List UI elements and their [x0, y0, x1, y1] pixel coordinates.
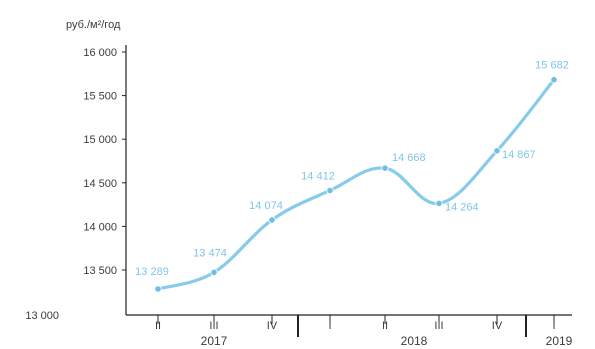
data-label: 14 264	[445, 201, 479, 213]
y-tick-label: 14 000	[83, 221, 117, 233]
y-tick-label: 14 500	[83, 178, 117, 190]
x-tick-label: I	[552, 320, 555, 332]
data-label: 14 412	[301, 170, 335, 182]
data-point	[268, 216, 276, 224]
data-label: 14 074	[249, 200, 283, 212]
x-tick-label: III	[434, 320, 443, 332]
data-label: 14 668	[392, 152, 426, 164]
y-ticks: 16 000 15 500 15 000 14 500 14 000 13 500 13 0…	[25, 47, 126, 322]
x-tick-label: IV	[492, 320, 503, 332]
y-tick-label: 15 000	[83, 134, 117, 146]
data-point	[154, 285, 162, 293]
x-tick-label: II	[155, 320, 161, 332]
x-group-label: 2018	[401, 334, 428, 348]
x-tick-label: II	[382, 320, 388, 332]
data-label: 13 289	[135, 266, 169, 278]
data-label: 14 867	[502, 149, 536, 161]
data-point	[326, 186, 334, 195]
data-label: 13 474	[193, 247, 227, 259]
x-tick-label: I	[328, 320, 331, 332]
x-tick-label: IV	[267, 320, 278, 332]
data-point	[435, 199, 443, 207]
y-tick-label: 16 000	[83, 47, 117, 59]
data-point	[493, 147, 501, 155]
data-point	[550, 76, 558, 84]
y-axis-unit-label: руб./м²/год	[66, 19, 121, 31]
y-tick-label: 15 500	[83, 91, 117, 103]
data-labels: 13 289 13 474 14 074 14 412 14 668 14 264 14 8…	[135, 60, 569, 278]
x-group-label: 2019	[546, 334, 573, 348]
data-point	[210, 268, 218, 276]
x-tick-label: III	[209, 320, 218, 332]
data-label: 15 682	[535, 60, 569, 72]
y-tick-label: 13 000	[25, 310, 59, 322]
data-point	[381, 164, 389, 172]
y-tick-label: 13 500	[83, 265, 117, 277]
x-group-label: 2017	[201, 334, 228, 348]
series	[154, 76, 558, 293]
